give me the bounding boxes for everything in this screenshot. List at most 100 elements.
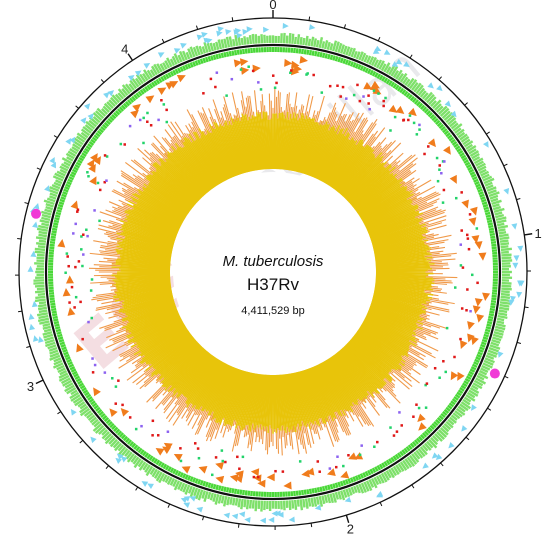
gene-forward: [432, 99, 442, 109]
gc-bar-outer: [260, 429, 263, 440]
marker-violet: [398, 411, 401, 414]
marker-violet: [215, 71, 219, 74]
gc-bar-outer: [366, 130, 379, 146]
gc-bar-inner: [364, 197, 418, 226]
gc-bar-inner: [174, 350, 208, 390]
gene-forward: [463, 140, 474, 148]
gc-bar-inner: [206, 133, 230, 180]
gene-reverse: [403, 90, 409, 97]
gene-reverse: [401, 449, 407, 455]
gc-bar-inner: [176, 147, 211, 192]
marker-orange: [471, 235, 480, 244]
gene-reverse: [207, 482, 212, 488]
gc-bar-inner: [312, 127, 336, 178]
gc-bar-outer: [333, 120, 337, 126]
outer-feature: [83, 103, 91, 110]
gc-bar-outer: [319, 417, 323, 425]
gene-forward: [149, 467, 156, 476]
marker-green: [389, 129, 392, 132]
gene-forward: [209, 42, 214, 52]
gc-bar-outer: [384, 163, 390, 168]
gene-reverse: [85, 393, 92, 399]
gene-forward: [177, 54, 183, 63]
outer-feature: [231, 513, 239, 520]
gc-bar-inner: [280, 374, 287, 434]
gc-bar-inner: [208, 132, 232, 179]
gene-reverse: [460, 384, 467, 390]
outer-feature: [448, 441, 455, 449]
gene-forward: [500, 247, 512, 252]
gc-bar-outer: [333, 417, 338, 427]
gene-reverse: [415, 101, 422, 107]
gene-forward: [491, 199, 502, 206]
scale-label: 2: [347, 522, 354, 537]
gc-bar-inner: [281, 111, 289, 170]
gene-reverse: [308, 488, 313, 494]
gene-forward: [500, 242, 510, 246]
gc-bar-outer: [346, 120, 352, 129]
gc-bar-outer: [168, 396, 187, 423]
marker-violet: [157, 118, 160, 122]
gene-forward: [143, 69, 151, 80]
marker-green: [86, 171, 89, 174]
gene-reverse: [63, 188, 69, 193]
gene-forward: [437, 105, 448, 115]
marker-orange: [239, 58, 249, 67]
gc-bar-inner: [137, 320, 183, 347]
gc-bar-inner: [223, 122, 242, 175]
gc-bar-inner: [136, 202, 182, 227]
gc-bar-inner: [372, 297, 427, 313]
gc-bar-inner: [349, 340, 393, 379]
gene-reverse: [467, 166, 473, 171]
gc-bar-inner: [121, 293, 173, 307]
gene-reverse: [204, 56, 209, 63]
gene-reverse: [362, 66, 367, 72]
gene-reverse: [57, 336, 64, 341]
gc-bar-inner: [119, 219, 176, 240]
marker-red: [160, 99, 163, 102]
gc-bar-outer: [107, 259, 116, 262]
gc-bar-inner: [214, 128, 236, 177]
gc-bar-outer: [409, 349, 420, 356]
gc-bar-inner: [126, 217, 177, 237]
gene-reverse: [81, 152, 87, 157]
gc-bar-outer: [426, 258, 434, 261]
gene-reverse: [347, 478, 352, 484]
gc-bar-inner: [374, 248, 430, 259]
gc-bar-inner: [280, 118, 287, 170]
gene-forward: [291, 33, 295, 44]
gene-forward: [60, 163, 70, 170]
gc-bar-inner: [369, 217, 419, 237]
gc-bar-outer: [177, 396, 185, 406]
gene-reverse: [407, 94, 413, 100]
gc-bar-inner: [353, 334, 402, 372]
gene-reverse: [367, 68, 372, 75]
gene-reverse: [60, 343, 66, 348]
gc-bar-inner: [279, 114, 285, 170]
gc-bar-inner: [223, 369, 242, 423]
gc-bar-outer: [342, 114, 351, 129]
gene-reverse: [133, 94, 139, 100]
gene-reverse: [228, 50, 232, 57]
gc-bar-inner: [167, 153, 205, 196]
outer-feature: [277, 511, 284, 518]
minor-tick: [202, 516, 205, 521]
gene-forward: [321, 41, 326, 49]
gc-bar-outer: [416, 322, 423, 327]
gc-bar-outer: [367, 394, 371, 398]
gc-bar-inner: [363, 198, 412, 225]
marker-red: [460, 307, 464, 310]
gc-bar-inner: [115, 280, 171, 288]
gc-bar-outer: [373, 145, 382, 155]
gc-bar-inner: [298, 117, 314, 173]
gc-bar-outer: [349, 131, 356, 141]
gene-forward: [496, 219, 507, 224]
gc-bar-outer: [167, 124, 185, 148]
gc-bar-outer: [161, 388, 176, 405]
gc-bar-inner: [375, 279, 432, 286]
gene-forward: [432, 435, 440, 443]
gene-reverse: [357, 64, 362, 70]
major-tick: [35, 379, 44, 385]
gc-bar-outer: [99, 282, 116, 285]
gc-bar-inner: [145, 186, 188, 216]
